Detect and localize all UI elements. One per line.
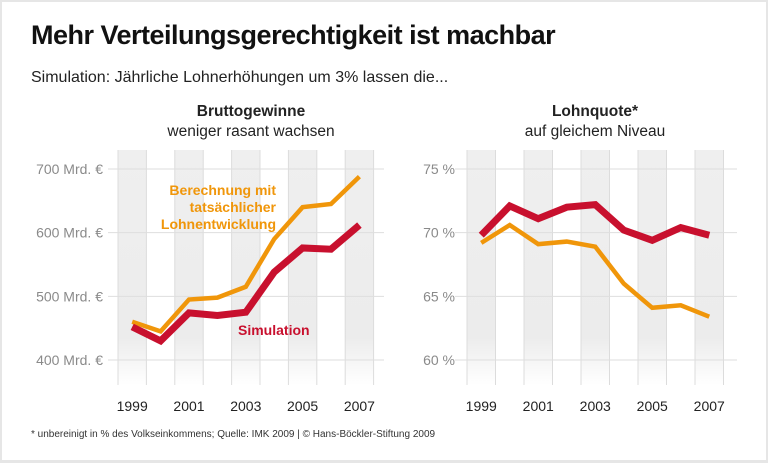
series-label-actual: Berechnung mit <box>169 182 276 198</box>
y-tick-label: 400 Mrd. € <box>36 352 103 368</box>
x-tick-label: 2005 <box>287 398 318 414</box>
column-shade <box>524 150 553 385</box>
page-subtitle: Simulation: Jährliche Lohnerhöhungen um … <box>31 69 449 86</box>
column-shade <box>118 150 147 385</box>
y-tick-label: 700 Mrd. € <box>36 161 103 177</box>
y-tick-label: 65 % <box>423 288 455 304</box>
y-tick-label: 75 % <box>423 161 455 177</box>
footnote: * unbereinigt in % des Volkseinkommens; … <box>31 429 436 440</box>
column-shade <box>288 150 317 385</box>
column-shade <box>581 150 610 385</box>
left-chart: 400 Mrd. € 500 Mrd. € 600 Mrd. € 700 Mrd. €… <box>36 150 384 414</box>
x-tick-label: 2007 <box>694 398 725 414</box>
page-title: Mehr Verteilungsgerechtigkeit ist machba… <box>31 20 556 50</box>
column-shade <box>467 150 496 385</box>
y-tick-label: 70 % <box>423 225 455 241</box>
y-tick-label: 60 % <box>423 352 455 368</box>
y-tick-label: 600 Mrd. € <box>36 225 103 241</box>
x-tick-label: 1999 <box>466 398 497 414</box>
x-tick-label: 2001 <box>523 398 554 414</box>
x-tick-label: 2005 <box>637 398 668 414</box>
x-tick-label: 2003 <box>580 398 611 414</box>
right-chart-subtitle: auf gleichem Niveau <box>524 123 666 140</box>
left-chart-title: Bruttogewinne <box>196 103 306 120</box>
right-chart-heading: Lohnquote* auf gleichem Niveau <box>440 102 750 142</box>
column-shade <box>638 150 667 385</box>
column-shade <box>174 150 204 385</box>
column-shade <box>695 150 724 385</box>
left-chart-heading: Bruttogewinne weniger rasant wachsen <box>96 102 406 142</box>
x-tick-label: 1999 <box>117 398 148 414</box>
x-tick-label: 2007 <box>344 398 375 414</box>
right-chart: 60 % 65 % 70 % 75 % 1999 2001 2003 2005 2007 <box>423 150 737 414</box>
x-tick-label: 2003 <box>230 398 261 414</box>
column-shade <box>345 150 374 385</box>
series-label-actual: tatsächlicher <box>190 199 277 215</box>
series-label-simulation: Simulation <box>238 322 310 338</box>
left-chart-subtitle: weniger rasant wachsen <box>167 123 335 140</box>
y-tick-label: 500 Mrd. € <box>36 288 103 304</box>
right-chart-title: Lohnquote* <box>551 103 639 120</box>
series-label-actual: Lohnentwicklung <box>161 216 276 232</box>
x-tick-label: 2001 <box>173 398 204 414</box>
